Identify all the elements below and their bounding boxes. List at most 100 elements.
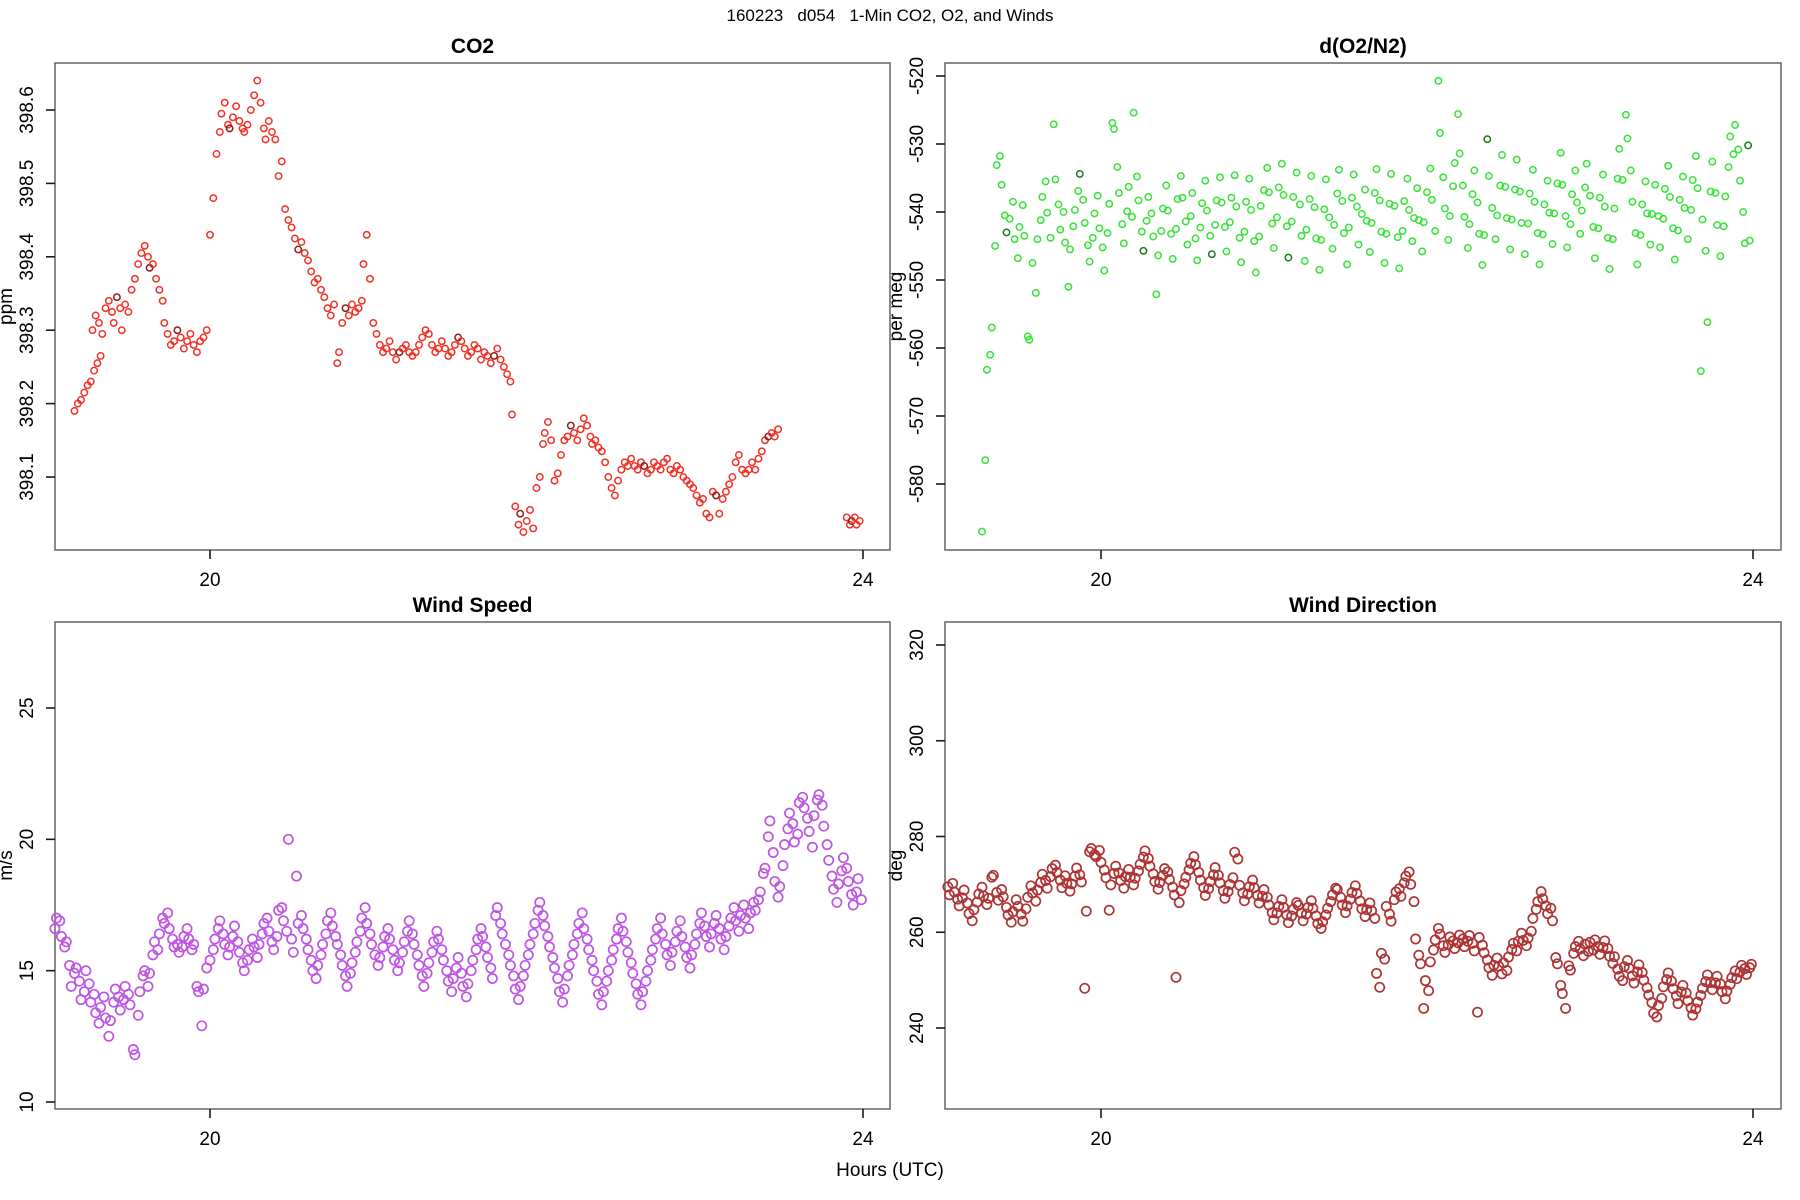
- o2n2-data-point: [1217, 198, 1226, 207]
- wind-speed-data-point: [637, 986, 649, 998]
- wind-speed-data-point: [674, 915, 686, 927]
- wind-direction-data-point: [1118, 882, 1130, 894]
- wind-direction-data-point: [1675, 986, 1687, 998]
- wind-direction-data-point: [1641, 982, 1653, 994]
- co2-data-point: [550, 476, 559, 485]
- co2-data-point: [473, 344, 482, 353]
- wind-direction-data-point: [1346, 887, 1358, 898]
- co2-data-point: [170, 337, 179, 346]
- o2n2-data-point: [1338, 197, 1347, 206]
- o2n2-data-point: [1434, 76, 1443, 85]
- o2n2-data-point: [1577, 206, 1586, 215]
- o2n2-data-point: [1268, 219, 1277, 228]
- o2n2-data-point: [1069, 222, 1078, 231]
- wind-speed-data-point: [78, 986, 90, 998]
- o2n2-data-point: [1114, 189, 1123, 197]
- wind-direction-data-point: [1317, 916, 1329, 928]
- wind-speed-data-point: [242, 954, 253, 966]
- o2n2-data-point: [1594, 224, 1603, 233]
- wind-speed-data-point: [738, 899, 750, 911]
- o2n2-data-point: [987, 323, 996, 332]
- wind-direction-data-point: [1133, 865, 1144, 877]
- wind-direction-data-point: [1103, 904, 1115, 916]
- o2n2-data-point: [1333, 189, 1342, 198]
- wind-speed-data-point: [281, 925, 293, 937]
- wind-speed-data-point: [777, 860, 789, 872]
- o2n2-data-point: [981, 456, 990, 465]
- co2-plot-box: [54, 62, 891, 551]
- o2n2-data-point: [1581, 183, 1590, 192]
- wind-direction-data-point: [1322, 902, 1334, 914]
- o2n2-data-point: [1621, 110, 1630, 119]
- o2n2-data-point: [1098, 243, 1107, 252]
- o2n2-data-point: [1103, 229, 1112, 238]
- co2-data-point: [519, 528, 528, 537]
- o2n2-data-point: [1610, 204, 1619, 213]
- wind-direction-data-point: [1159, 863, 1171, 875]
- wind-speed-data-point: [305, 954, 317, 966]
- co2-data-point: [225, 124, 234, 133]
- wind-speed-data-point: [622, 946, 634, 958]
- o2n2-data-point: [1046, 233, 1055, 242]
- wind-speed-data-point: [421, 967, 433, 979]
- o2n2-data-point: [1566, 220, 1575, 229]
- wind-direction-data-point: [1410, 933, 1422, 945]
- o2n2-data-point: [1638, 200, 1647, 209]
- wind-speed-data-point: [606, 954, 618, 966]
- wind-direction-data-point: [1079, 982, 1091, 994]
- co2-data-point: [539, 440, 547, 448]
- wind-speed-data-point: [508, 970, 520, 982]
- wind-direction-data-point: [1520, 940, 1532, 952]
- wind-speed-data-point: [549, 962, 560, 974]
- o2n2-data-point: [1105, 199, 1114, 208]
- wind-speed-data-point: [232, 936, 244, 948]
- o2n2-data-point: [1439, 173, 1448, 182]
- o2n2-data-point: [1530, 197, 1539, 206]
- o2n2-data-point: [1675, 195, 1684, 204]
- co2-data-point: [80, 388, 89, 397]
- o2n2-data-point: [1168, 254, 1177, 263]
- o2n2-data-point: [1207, 250, 1216, 259]
- co2-data-point: [250, 91, 259, 100]
- o2n2-data-point: [978, 527, 986, 536]
- wind-direction-data-point: [1612, 963, 1624, 975]
- co2-data-point: [217, 109, 226, 118]
- wind-speed-data-point: [346, 957, 358, 969]
- wind-speed-data-point: [95, 1001, 107, 1013]
- wind-speed-data-point: [295, 910, 307, 921]
- co2-data-point: [774, 425, 783, 434]
- wind-speed-data-point: [59, 941, 71, 953]
- o2n2-data-point: [1292, 168, 1301, 177]
- o2n2-data-point: [1198, 199, 1207, 208]
- co2-data-point: [77, 395, 85, 404]
- o2n2-data-point: [1084, 241, 1092, 250]
- co2-data-point: [271, 135, 280, 144]
- wind-speed-data-point: [480, 941, 492, 953]
- wind-speed-data-point: [544, 941, 556, 953]
- o2n2-data-point: [1711, 189, 1720, 197]
- wind-direction-data-point: [1219, 892, 1231, 904]
- wind-direction-data-point: [1049, 859, 1061, 871]
- o2n2-data-point: [1507, 215, 1516, 224]
- co2-data-point: [705, 513, 714, 522]
- wind-speed-data-point: [377, 941, 389, 953]
- wind-speed-data-point: [578, 923, 590, 935]
- wind-speed-data-point: [413, 959, 425, 971]
- wind-speed-data-point: [539, 920, 551, 932]
- wind-direction-data-point: [1217, 885, 1229, 897]
- co2-data-point: [232, 102, 241, 111]
- o2n2-data-point: [1289, 193, 1298, 201]
- o2n2-data-point: [1419, 218, 1428, 227]
- wind-speed-data-point: [627, 967, 639, 979]
- wind-speed-data-point: [558, 983, 570, 995]
- co2-data-point: [326, 311, 335, 320]
- wind-speed-data-point: [470, 944, 482, 956]
- o2n2-data-point: [1670, 255, 1679, 264]
- o2n2-data-point: [1132, 172, 1141, 181]
- co2-data-point: [751, 465, 760, 474]
- o2n2-data-point: [1736, 176, 1744, 185]
- o2n2-data-point: [1330, 220, 1339, 229]
- wind-speed-data-point: [645, 954, 657, 966]
- o2n2-data-point: [1335, 165, 1343, 174]
